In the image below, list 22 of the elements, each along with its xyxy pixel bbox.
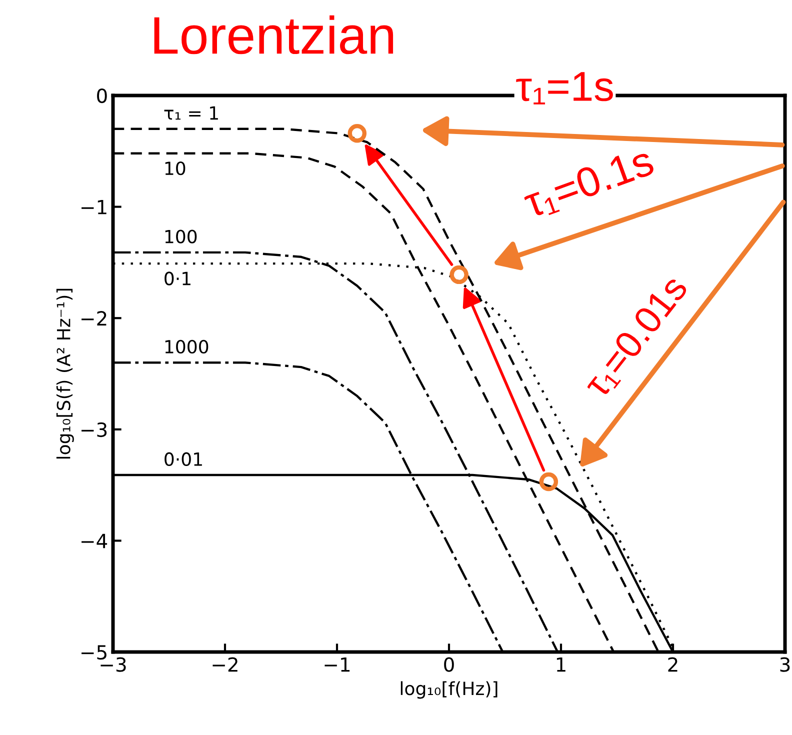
x-tick-label: −1 [324,657,350,672]
series-label: τ₁ = 1 [164,106,218,120]
annotation: τ₁=1s [516,72,613,104]
series-label: 1000 [165,340,208,354]
x-tick-label: 3 [780,657,790,672]
x-tick-label: 0 [444,657,454,672]
chart-title: Lorentzian [154,15,394,54]
series-label: 0·1 [164,272,190,286]
x-tick-label: 1 [556,657,566,672]
series-label: 10 [165,161,186,176]
y-tick-label: 0 [97,88,107,104]
y-tick-label: −3 [82,422,107,438]
series-label: 0·01 [164,452,202,466]
x-tick-label: 2 [668,657,678,672]
series-label: 100 [165,230,197,244]
y-tick-label: −4 [82,534,108,548]
y-tick-label: −2 [82,311,106,326]
y-axis-title: log₁₀[S(f) (A² Hz⁻¹)] [56,288,74,459]
annotation: τ₁=0.1s [522,145,656,222]
y-tick-label: −1 [82,200,106,214]
x-tick-label: −2 [212,657,238,672]
x-axis-title: log₁₀[f(Hz)] [400,681,498,699]
